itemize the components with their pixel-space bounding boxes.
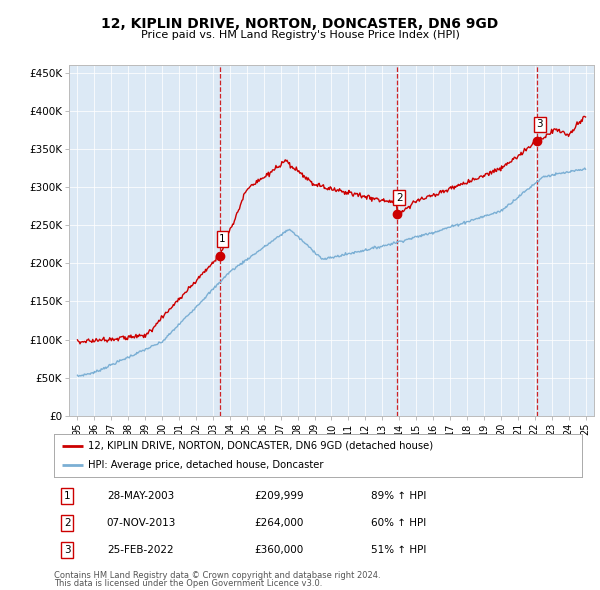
Text: 1: 1 [219, 234, 226, 244]
Text: 12, KIPLIN DRIVE, NORTON, DONCASTER, DN6 9GD: 12, KIPLIN DRIVE, NORTON, DONCASTER, DN6… [101, 17, 499, 31]
Text: 07-NOV-2013: 07-NOV-2013 [107, 518, 176, 527]
Text: 2: 2 [64, 518, 71, 527]
Text: 1: 1 [64, 491, 71, 501]
Text: 25-FEB-2022: 25-FEB-2022 [107, 545, 173, 555]
Text: 28-MAY-2003: 28-MAY-2003 [107, 491, 174, 501]
Text: 3: 3 [536, 119, 543, 129]
Text: HPI: Average price, detached house, Doncaster: HPI: Average price, detached house, Donc… [88, 460, 324, 470]
Text: This data is licensed under the Open Government Licence v3.0.: This data is licensed under the Open Gov… [54, 579, 322, 588]
Text: Contains HM Land Registry data © Crown copyright and database right 2024.: Contains HM Land Registry data © Crown c… [54, 571, 380, 579]
Text: £264,000: £264,000 [254, 518, 304, 527]
Text: 2: 2 [396, 193, 403, 203]
Text: 89% ↑ HPI: 89% ↑ HPI [371, 491, 426, 501]
Text: 51% ↑ HPI: 51% ↑ HPI [371, 545, 426, 555]
Text: Price paid vs. HM Land Registry's House Price Index (HPI): Price paid vs. HM Land Registry's House … [140, 30, 460, 40]
Text: £360,000: £360,000 [254, 545, 304, 555]
Text: 12, KIPLIN DRIVE, NORTON, DONCASTER, DN6 9GD (detached house): 12, KIPLIN DRIVE, NORTON, DONCASTER, DN6… [88, 441, 433, 451]
Text: 3: 3 [64, 545, 71, 555]
Text: £209,999: £209,999 [254, 491, 304, 501]
Text: 60% ↑ HPI: 60% ↑ HPI [371, 518, 426, 527]
